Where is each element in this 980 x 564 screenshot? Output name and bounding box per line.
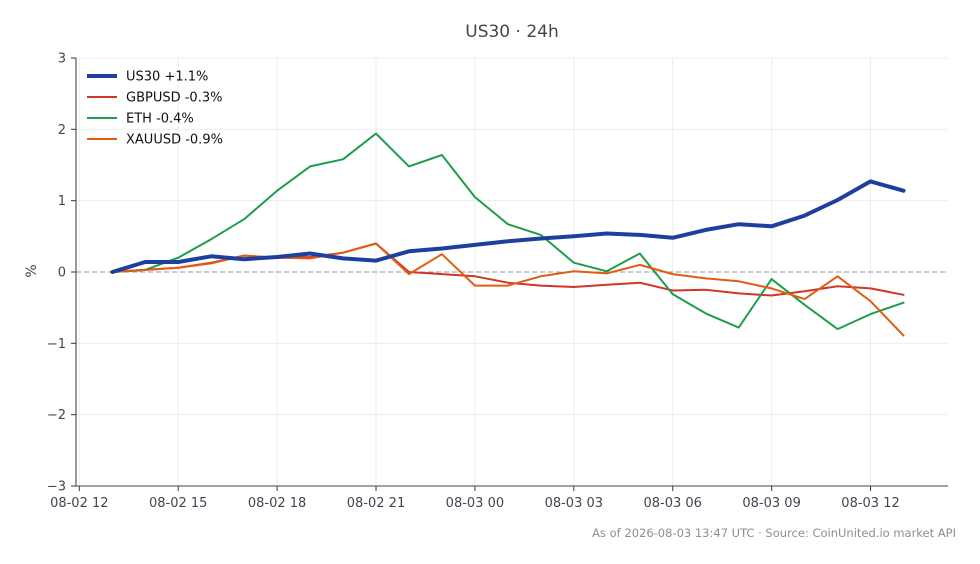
y-tick-label: 1 <box>58 194 66 209</box>
series-lines <box>110 132 906 337</box>
y-tick-label: −2 <box>47 408 66 423</box>
x-tick-label: 08-03 06 <box>643 496 701 511</box>
y-axis-label: % <box>24 264 40 277</box>
series-line-xauusd <box>111 242 905 337</box>
y-tick-label: −3 <box>47 480 66 495</box>
x-tick-label: 08-03 00 <box>446 496 504 511</box>
source-footer: As of 2026-08-03 13:47 UTC · Source: Coi… <box>592 526 956 540</box>
y-tick-label: 0 <box>58 266 66 281</box>
x-tick-label: 08-03 03 <box>545 496 603 511</box>
legend-label-gbpusd: GBPUSD -0.3% <box>126 91 222 106</box>
series-line-eth <box>111 132 905 331</box>
series-line-us30 <box>110 179 906 274</box>
x-tick-label: 08-02 15 <box>149 496 207 511</box>
chart-title: US30 · 24h <box>465 22 558 42</box>
y-tick-label: 3 <box>58 52 66 67</box>
x-tick-label: 08-03 12 <box>841 496 899 511</box>
x-tick-label: 08-02 21 <box>347 496 405 511</box>
x-tick-label: 08-02 12 <box>50 496 108 511</box>
x-tick-label: 08-02 18 <box>248 496 306 511</box>
y-tick-label: −1 <box>47 337 66 352</box>
x-tick-label: 08-03 09 <box>742 496 800 511</box>
y-tick-label: 2 <box>58 123 66 138</box>
axes: −3 −2 −1 0 1 2 3 08-02 12 08-02 15 08-02 18 08-02 … <box>47 52 948 511</box>
legend-label-xauusd: XAUUSD -0.9% <box>126 133 223 148</box>
legend-label-us30: US30 +1.1% <box>126 70 208 85</box>
series-line-gbpusd <box>111 242 905 297</box>
legend: US30 +1.1% GBPUSD -0.3% ETH -0.4% XAUUSD -0… <box>87 70 223 148</box>
legend-label-eth: ETH -0.4% <box>126 112 194 127</box>
